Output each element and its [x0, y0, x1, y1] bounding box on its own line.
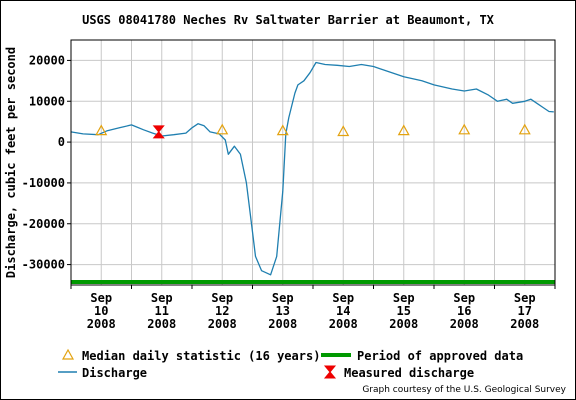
legend-median-icon [61, 348, 75, 360]
median-marker [216, 123, 229, 135]
x-tick-label: 10 [94, 304, 108, 318]
plot-border [70, 39, 556, 286]
x-tick-label: 2008 [268, 317, 297, 331]
x-tick-label: Sep [272, 291, 294, 305]
x-tick-label: Sep [151, 291, 173, 305]
median-marker [276, 124, 289, 136]
x-tick-label: Sep [90, 291, 112, 305]
legend-measured-icon [323, 365, 337, 379]
x-tick-label: Sep [514, 291, 536, 305]
y-tick-label: -30000 [22, 258, 65, 272]
discharge-line [70, 61, 554, 276]
x-tick-label: 2008 [450, 317, 479, 331]
legend-approved-icon [321, 353, 351, 357]
median-marker [458, 123, 471, 135]
x-tick-label: Sep [453, 291, 475, 305]
median-marker [518, 123, 531, 135]
y-tick-label: 0 [58, 135, 65, 149]
approved-data-bar [71, 280, 555, 284]
x-tick-label: 2008 [147, 317, 176, 331]
discharge-line-layer [70, 61, 554, 276]
median-marker [337, 125, 350, 137]
chart-title: USGS 08041780 Neches Rv Saltwater Barrie… [82, 13, 494, 27]
x-tick-label: 2008 [208, 317, 237, 331]
measured-marker [152, 125, 165, 139]
x-tick-label: 12 [215, 304, 229, 318]
x-tick-label: 16 [457, 304, 471, 318]
y-tick-label: 20000 [29, 53, 65, 67]
x-tick-label: Sep [332, 291, 354, 305]
x-tick-label: 11 [155, 304, 169, 318]
x-tick-label: 13 [276, 304, 290, 318]
x-tick-label: 2008 [510, 317, 539, 331]
y-tick-label: -10000 [22, 176, 65, 190]
x-tick-label: 17 [518, 304, 532, 318]
y-tick-label: -20000 [22, 217, 65, 231]
median-marker [95, 124, 108, 136]
x-tick-label: 2008 [389, 317, 418, 331]
marker-layer [95, 123, 531, 139]
axis-layer [67, 39, 556, 289]
tick-label-layer: 20000100000-10000-20000-30000Sep102008Se… [4, 47, 539, 331]
grid-layer [70, 40, 556, 285]
median-marker [397, 124, 410, 136]
approved-data-layer [71, 280, 555, 284]
x-tick-label: 15 [397, 304, 411, 318]
x-tick-label: 2008 [87, 317, 116, 331]
x-tick-label: 14 [336, 304, 350, 318]
x-tick-label: Sep [393, 291, 415, 305]
y-axis-label: Discharge, cubic feet per second [4, 47, 18, 278]
credit-text: Graph courtesy of the U.S. Geological Su… [362, 385, 566, 395]
legend-icons [58, 348, 351, 379]
x-tick-label: Sep [211, 291, 233, 305]
x-tick-label: 2008 [329, 317, 358, 331]
y-tick-label: 10000 [29, 94, 65, 108]
